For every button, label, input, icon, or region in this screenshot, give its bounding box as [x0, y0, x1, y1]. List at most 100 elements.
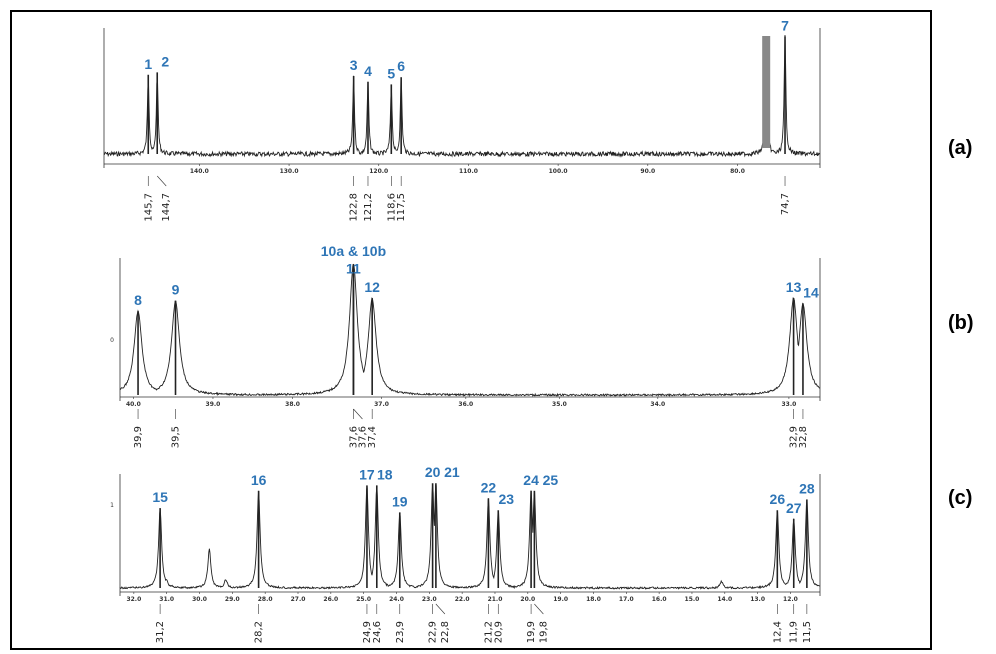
x-tick-label: 32.0 [126, 596, 141, 603]
value-leader [157, 175, 167, 187]
x-tick-label: 25.0 [356, 596, 371, 603]
x-tick-label: 110.0 [459, 168, 478, 175]
peak-value-label: 24,9 [362, 621, 373, 643]
peak-value-label: 117,5 [396, 193, 407, 222]
peak-value-label: 37,4 [367, 426, 378, 448]
peak-value-label: 31,2 [155, 621, 166, 643]
figure-frame: 140.0 130.0 120.0 110.0 100.0 90.0 80.0 145,7 14… [10, 10, 932, 650]
peak-value-label: 74,7 [780, 193, 791, 215]
peak-number-label: 5 [387, 65, 395, 81]
peak-value-label: 145,7 [143, 193, 154, 222]
x-tick-label: 26.0 [323, 596, 338, 603]
peak-number-label: 18 [377, 466, 393, 482]
peak-number-label: 3 [350, 57, 358, 73]
peak-number-label: 20 [425, 464, 441, 480]
peak-number-label: 7 [781, 17, 789, 33]
peak-value-label: 122,8 [349, 193, 360, 222]
x-tick-label: 38.0 [285, 401, 300, 408]
peak-value-label: 32,9 [789, 426, 800, 448]
peak-number-label: 19 [392, 493, 408, 509]
x-tick-label: 37.0 [374, 401, 389, 408]
y-tick-label: 1 [110, 502, 114, 509]
x-tick-label: 120.0 [369, 168, 388, 175]
peak-value-label: 20,9 [493, 621, 504, 643]
x-tick-label: 12.0 [783, 596, 798, 603]
peak-number-label: 28 [799, 480, 815, 496]
peak-number-label: 13 [786, 279, 802, 295]
peak-number-label: 12 [364, 279, 380, 295]
x-tick-label: 35.0 [552, 401, 567, 408]
peak-value-label: 22,9 [428, 621, 439, 643]
spectrum-trace [103, 34, 821, 158]
peak-number-label: 16 [251, 472, 267, 488]
peak-value-label: 37,6 [348, 426, 359, 448]
peak-number-label: 8 [134, 292, 142, 308]
peak-value-label: 32,8 [798, 426, 809, 448]
x-tick-label: 13.0 [750, 596, 765, 603]
spectrum-trace [119, 483, 820, 590]
peak-number-label: 4 [364, 63, 372, 79]
x-tick-label: 29.0 [225, 596, 240, 603]
peak-value-label: 12,4 [772, 621, 783, 643]
x-tick-label: 80.0 [730, 168, 745, 175]
peak-value-label: 21,2 [483, 621, 494, 643]
value-leader [353, 408, 363, 420]
peak-number-label: 9 [172, 282, 180, 298]
peak-number-label: 23 [498, 491, 514, 507]
peak-number-label: 6 [397, 58, 405, 74]
x-tick-label: 39.0 [206, 401, 221, 408]
panel-tag-a: (a) [948, 137, 973, 159]
x-tick-label: 40.0 [126, 401, 141, 408]
peak-number-label: 26 [770, 491, 786, 507]
value-leader [534, 603, 544, 615]
peak-value-label: 19,8 [538, 621, 549, 643]
peak-number-label: 25 [543, 472, 559, 488]
x-tick-label: 130.0 [280, 168, 299, 175]
peak-number-label: 11 [346, 261, 361, 277]
x-tick-label: 20.0 [520, 596, 535, 603]
peak-value-label: 28,2 [254, 621, 265, 643]
peak-value-label: 11,5 [802, 621, 813, 643]
peak-value-label: 11,9 [789, 621, 800, 643]
x-tick-label: 14.0 [717, 596, 732, 603]
spectrum-trace [119, 263, 820, 398]
peak-number-label: 22 [481, 479, 497, 495]
peak-number-label: 24 [523, 472, 539, 488]
panel-tag-b: (b) [948, 312, 974, 334]
peak-value-label: 121,2 [363, 193, 374, 222]
x-tick-label: 36.0 [458, 401, 473, 408]
peak-number-label: 10a & 10b [321, 243, 386, 259]
x-tick-label: 28.0 [258, 596, 273, 603]
y-tick-label: 0 [110, 337, 114, 344]
x-tick-label: 30.0 [192, 596, 207, 603]
x-tick-label: 23.0 [422, 596, 437, 603]
x-tick-label: 33.0 [781, 401, 796, 408]
peak-number-label: 2 [161, 53, 169, 69]
peak-number-label: 17 [359, 466, 375, 482]
peak-value-label: 24,6 [372, 621, 383, 643]
peak-number-label: 27 [786, 500, 802, 516]
peak-value-label: 22,8 [440, 621, 451, 643]
x-tick-label: 27.0 [291, 596, 306, 603]
peak-value-label: 39,5 [171, 426, 182, 448]
x-tick-label: 22.0 [455, 596, 470, 603]
x-tick-label: 24.0 [389, 596, 404, 603]
x-tick-label: 31.0 [159, 596, 174, 603]
peak-number-label: 14 [803, 284, 819, 300]
x-tick-label: 90.0 [640, 168, 655, 175]
x-tick-label: 140.0 [190, 168, 209, 175]
x-tick-label: 15.0 [685, 596, 700, 603]
x-tick-label: 100.0 [549, 168, 568, 175]
peak-value-label: 19,9 [526, 621, 537, 643]
peak-value-label: 23,9 [395, 621, 406, 643]
value-leader [435, 603, 446, 615]
x-tick-label: 34.0 [650, 401, 665, 408]
peak-value-label: 39,9 [133, 426, 144, 448]
peak-number-label: 1 [144, 56, 152, 72]
x-tick-label: 18.0 [586, 596, 601, 603]
x-tick-label: 16.0 [652, 596, 667, 603]
peak-number-label: 21 [444, 464, 460, 480]
peak-number-label: 15 [152, 489, 168, 505]
x-tick-label: 19.0 [553, 596, 568, 603]
